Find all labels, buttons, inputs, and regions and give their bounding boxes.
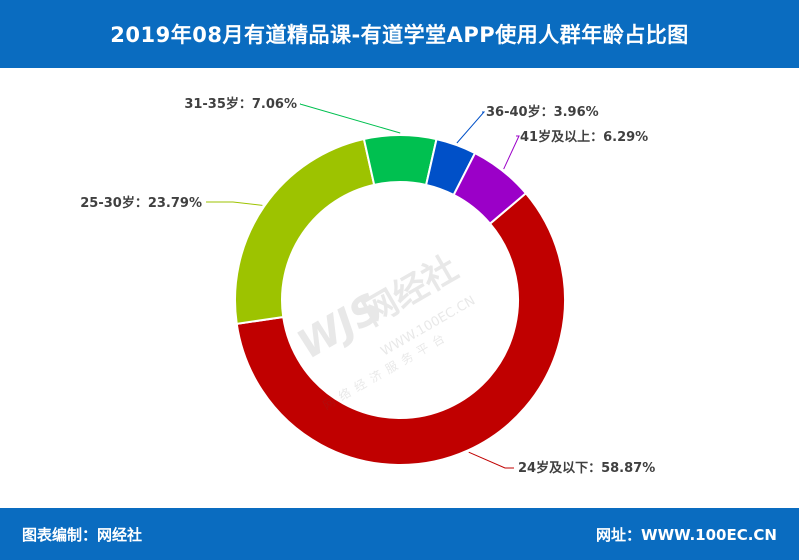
slice-label: 36-40岁：3.96%: [486, 104, 599, 120]
donut-slice: [452, 151, 528, 226]
slice-label: 31-35岁：7.06%: [184, 96, 297, 112]
donut-slice: [362, 134, 438, 187]
slice-label: 41岁及以上：6.29%: [520, 129, 648, 145]
donut-chart: WJS 网经社 WWW.100EC.CN 网络经济服务平台 24岁及以下：58.…: [80, 96, 655, 476]
leader-line: [468, 451, 514, 469]
leader-line: [503, 135, 520, 170]
slice-label: 24岁及以下：58.87%: [518, 460, 655, 476]
donut-slice: [235, 191, 566, 466]
chart-footer: 图表编制：网经社 网址：WWW.100EC.CN: [0, 508, 799, 560]
chart-title: 2019年08月有道精品课-有道学堂APP使用人群年龄占比图: [110, 23, 689, 47]
chart-header: 2019年08月有道精品课-有道学堂APP使用人群年龄占比图: [0, 0, 799, 68]
donut-slices: [234, 134, 566, 466]
leader-line: [299, 103, 401, 134]
leader-line: [206, 201, 263, 206]
leader-line: [456, 111, 486, 144]
slice-label: 25-30岁：23.79%: [80, 195, 202, 211]
footer-url: 网址：WWW.100EC.CN: [596, 525, 777, 544]
chart-area: WJS 网经社 WWW.100EC.CN 网络经济服务平台 24岁及以下：58.…: [0, 68, 799, 508]
slice-labels: 24岁及以下：58.87% 25-30岁：23.79% 31-35岁：7.06% 36…: [80, 96, 655, 476]
footer-credit: 图表编制：网经社: [22, 525, 143, 544]
